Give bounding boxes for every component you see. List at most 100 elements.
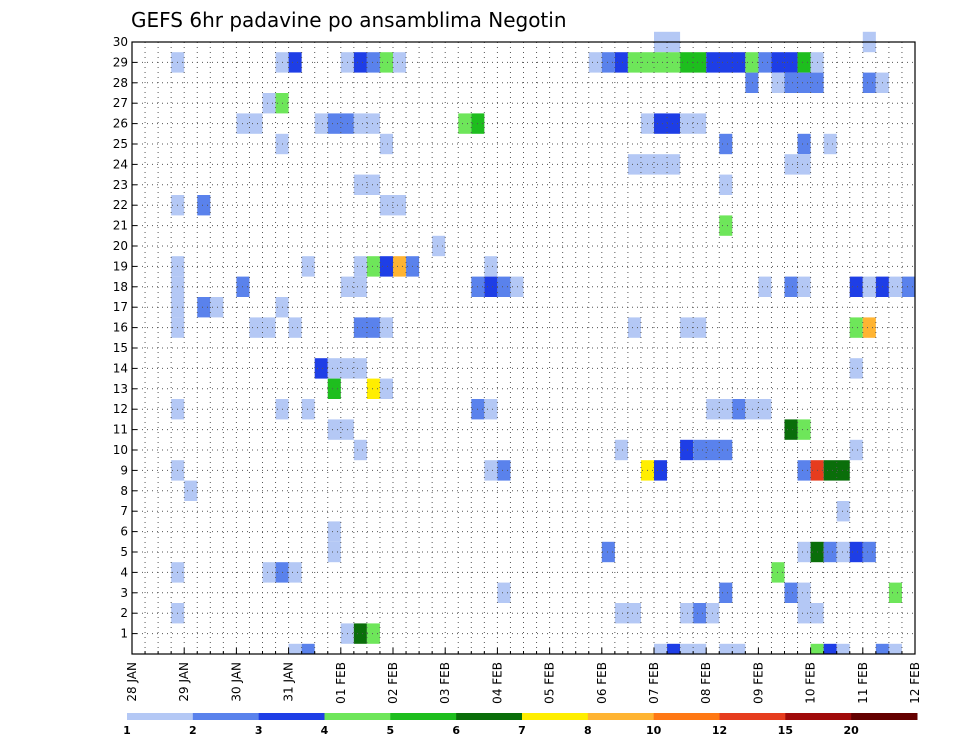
heatmap-cell	[288, 317, 302, 338]
heatmap-cell	[393, 256, 407, 277]
heatmap-cell	[797, 582, 811, 603]
x-tick-label: 11 FEB	[856, 662, 870, 704]
heatmap-cell	[797, 133, 811, 155]
heatmap-cell	[262, 93, 276, 114]
legend-swatch	[258, 713, 325, 720]
heatmap-cell	[797, 52, 811, 73]
y-tick-label: 20	[113, 239, 128, 253]
heatmap-cell	[758, 52, 772, 73]
heatmap-cell	[797, 419, 811, 440]
heatmap-cell	[353, 174, 380, 195]
heatmap-cell	[862, 317, 876, 338]
x-tick-label: 09 FEB	[751, 662, 765, 704]
heatmap-cell	[288, 643, 302, 654]
heatmap-cell	[184, 480, 198, 501]
x-tick-label: 12 FEB	[908, 662, 922, 704]
heatmap-cell	[680, 113, 707, 134]
legend-swatch	[390, 713, 457, 720]
legend-label: 1	[123, 724, 131, 737]
heatmap-cell	[510, 276, 524, 297]
y-tick-label: 29	[113, 55, 128, 69]
heatmap-cell	[432, 235, 446, 257]
heatmap-cell	[301, 399, 315, 420]
heatmap-cell	[836, 541, 850, 563]
heatmap-cell	[627, 154, 681, 175]
legend-swatch	[127, 713, 194, 720]
heatmap-cell	[601, 541, 615, 563]
heatmap-cell	[366, 52, 380, 73]
y-tick-label: 19	[113, 259, 128, 273]
x-tick-label: 10 FEB	[804, 662, 818, 704]
heatmap-cell	[784, 154, 798, 175]
heatmap-cell	[353, 113, 380, 134]
heatmap-cell	[327, 521, 341, 542]
heatmap-cell	[901, 276, 915, 297]
heatmap-cell	[393, 52, 407, 73]
y-tick-label: 9	[120, 463, 128, 477]
cells-layer	[171, 31, 915, 654]
heatmap-cell	[797, 154, 811, 175]
heatmap-cell	[719, 643, 746, 654]
heatmap-cell	[197, 195, 211, 216]
heatmap-cell	[758, 276, 772, 297]
heatmap-cell	[836, 501, 850, 522]
y-tick-label: 3	[120, 586, 128, 600]
heatmap-cell	[680, 643, 707, 654]
heatmap-cell	[862, 72, 876, 93]
legend-label: 10	[646, 724, 662, 737]
y-tick-label: 25	[113, 137, 128, 151]
heatmap-cell	[680, 603, 694, 624]
heatmap-cell	[379, 52, 393, 73]
x-tick-label: 08 FEB	[699, 662, 713, 704]
heatmap-cell	[784, 419, 798, 440]
heatmap-cell	[379, 317, 393, 338]
heatmap-cell	[823, 460, 850, 481]
y-tick-label: 22	[113, 198, 128, 212]
x-axis: 28 JAN 29 JAN 30 JAN 31 JAN 01 FEB 02 FEB 03 F…	[125, 648, 922, 704]
x-tick-label: 28 JAN	[125, 662, 139, 702]
x-tick-label: 03 FEB	[438, 662, 452, 704]
x-tick-label: 31 JAN	[282, 662, 296, 702]
heatmap-cell	[288, 562, 302, 583]
legend-label: 15	[778, 724, 793, 737]
heatmap-cell	[484, 399, 498, 420]
heatmap-cell	[366, 378, 380, 399]
heatmap-cell	[706, 52, 746, 73]
y-tick-label: 27	[113, 96, 128, 110]
x-tick-label: 02 FEB	[386, 662, 400, 704]
heatmap-cell	[849, 358, 863, 379]
heatmap-cell	[484, 460, 498, 481]
heatmap-cell	[693, 603, 707, 624]
heatmap-cell	[379, 378, 393, 399]
heatmap-cell	[719, 215, 733, 236]
legend-label: 12	[712, 724, 727, 737]
y-tick-label: 1	[120, 627, 128, 641]
heatmap-cell	[210, 297, 224, 318]
heatmap-cell	[458, 113, 472, 134]
y-tick-label: 26	[113, 117, 128, 131]
heatmap-cell	[706, 399, 733, 420]
y-tick-label: 14	[113, 361, 128, 375]
heatmap-cell	[888, 582, 902, 603]
heatmap-cell	[719, 582, 733, 603]
grid-layer	[132, 41, 915, 654]
y-tick-label: 24	[113, 157, 128, 171]
heatmap-cell	[484, 276, 498, 297]
legend-label: 7	[518, 724, 526, 737]
legend-swatch	[522, 713, 589, 720]
heatmap-cell	[327, 113, 354, 134]
heatmap-cell	[654, 460, 668, 481]
legend-label: 6	[452, 724, 460, 737]
y-tick-label: 13	[113, 382, 128, 396]
heatmap-cell	[784, 276, 798, 297]
legend-label: 8	[584, 724, 592, 737]
heatmap-cell	[327, 541, 341, 563]
heatmap-cell	[301, 256, 315, 277]
heatmap-cell	[340, 276, 367, 297]
heatmap-cell	[497, 460, 511, 481]
heatmap-cell	[823, 541, 837, 563]
heatmap-cell	[745, 399, 772, 420]
heatmap-cell	[849, 276, 863, 297]
heatmap-cell	[654, 643, 668, 654]
